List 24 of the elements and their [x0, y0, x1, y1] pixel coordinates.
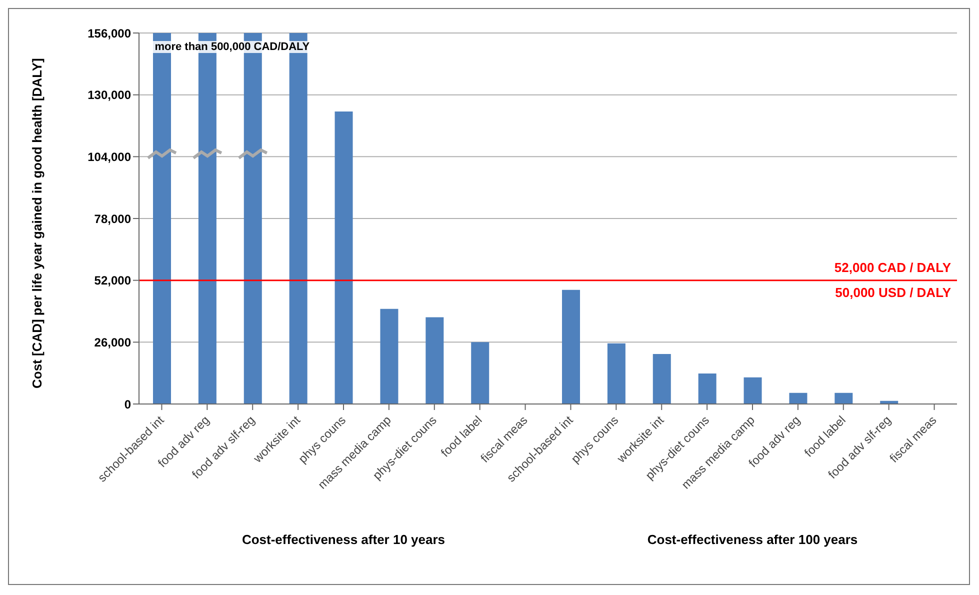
bar	[834, 392, 853, 404]
bar	[698, 374, 716, 404]
bar	[426, 317, 444, 404]
y-tick-label: 130,000	[88, 88, 132, 102]
y-tick-label: 0	[124, 397, 132, 412]
bar	[652, 354, 671, 404]
y-axis-title: Cost [CAD] per life year gained in good health [DALY]	[30, 58, 45, 388]
y-tick-label: 78,000	[94, 212, 132, 226]
ref-line-label: 52,000 CAD / DALY	[834, 260, 951, 276]
y-tick-label: 26,000	[94, 335, 132, 350]
bar	[562, 290, 580, 404]
annotation: 50,000 USD / DALY	[835, 285, 951, 300]
y-tick-label: 52,000	[94, 274, 132, 288]
text: Cost-effectiveness after 10 years	[240, 532, 446, 547]
bar	[789, 392, 808, 404]
y-tick-label: 104,000	[88, 150, 132, 164]
y-tick-label: 156,000	[88, 26, 132, 40]
bar	[334, 111, 353, 404]
bar	[607, 343, 626, 404]
bar	[380, 308, 398, 404]
bar	[744, 377, 762, 404]
text: Cost-effectiveness after 100 years	[646, 532, 859, 547]
bar	[471, 342, 490, 404]
annotation: more than 500,000 CAD/DALY	[152, 41, 312, 53]
